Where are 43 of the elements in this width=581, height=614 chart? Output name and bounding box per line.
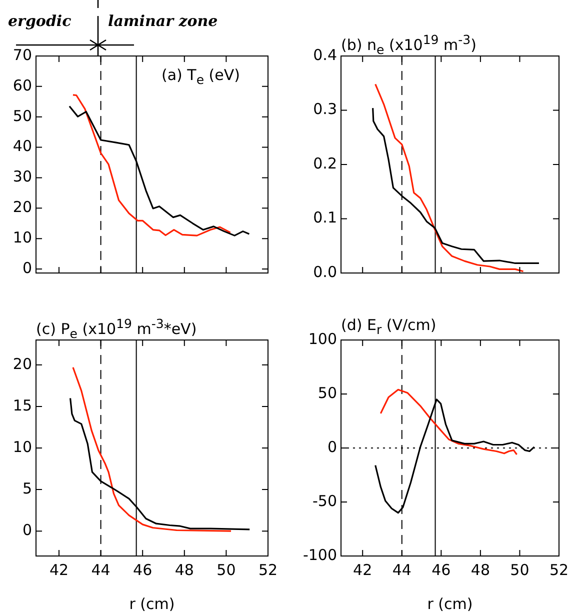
y-tick-label: -50 — [312, 492, 337, 510]
y-tick-label: 10 — [12, 228, 32, 246]
y-tick-label: 0.3 — [313, 100, 337, 118]
y-tick-label: 100 — [308, 330, 337, 348]
y-tick-label: 10 — [12, 438, 32, 456]
y-tick-label: 0 — [22, 258, 32, 277]
x-tick-label: 46 — [432, 560, 451, 579]
x-axis-title: r (cm) — [427, 594, 473, 613]
y-tick-label: 0.1 — [313, 208, 337, 227]
x-tick-label: 48 — [470, 560, 490, 579]
y-tick-label: 60 — [12, 76, 32, 94]
chart-title: (d) E$_{r}$ (V/cm) — [341, 316, 436, 337]
x-tick-label: 50 — [216, 560, 236, 579]
y-tick-label: 50 — [318, 384, 337, 402]
y-tick-label: -100 — [302, 546, 337, 564]
x-tick-label: 50 — [510, 560, 530, 579]
y-tick-label: 0 — [22, 520, 32, 539]
y-tick-label: 0 — [327, 438, 337, 456]
text: (a) T$_{e}$ (eV) — [162, 66, 240, 87]
y-tick-label: 30 — [12, 168, 32, 186]
x-tick-label: 42 — [353, 560, 372, 579]
x-tick-label: 44 — [392, 560, 412, 579]
x-tick-label: 52 — [258, 560, 278, 579]
x-tick-label: 42 — [49, 560, 69, 579]
chart-title: (c) P$_{e}$ (x10$^{19}$ m$^{-3}$*eV) — [36, 316, 197, 341]
x-tick-label: 44 — [91, 560, 110, 579]
y-tick-label: 50 — [12, 106, 32, 125]
chart-title: (b) n$_{e}$ (x10$^{19}$ m$^{-3}$) — [341, 32, 476, 57]
x-tick-label: 48 — [174, 560, 194, 579]
y-tick-label: 0.2 — [313, 154, 337, 172]
text: ergodic — [8, 12, 72, 30]
y-tick-label: 0.4 — [313, 46, 337, 64]
y-tick-label: 70 — [12, 46, 32, 64]
x-tick-label: 46 — [133, 560, 152, 579]
x-tick-label: 52 — [549, 560, 569, 579]
y-tick-label: 20 — [12, 354, 32, 373]
y-tick-label: 40 — [12, 137, 32, 156]
x-axis-title: r (cm) — [129, 594, 175, 613]
y-tick-label: 5 — [22, 479, 32, 498]
text: laminar zone — [108, 12, 218, 30]
y-tick-label: 15 — [12, 396, 32, 414]
y-tick-label: 0.0 — [313, 262, 337, 281]
y-tick-label: 20 — [12, 198, 32, 216]
